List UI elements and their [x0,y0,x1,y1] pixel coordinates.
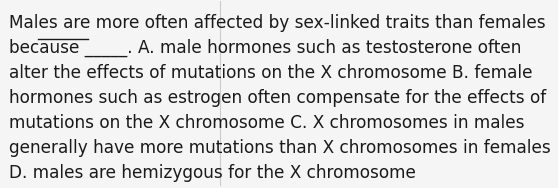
Text: hormones such as estrogen often compensate for the effects of: hormones such as estrogen often compensa… [9,89,546,107]
Text: generally have more mutations than X chromosomes in females: generally have more mutations than X chr… [9,139,551,157]
Text: alter the effects of mutations on the X chromosome B. female: alter the effects of mutations on the X … [9,64,533,82]
Text: Males are more often affected by sex-linked traits than females: Males are more often affected by sex-lin… [9,14,546,32]
Text: because _____. A. male hormones such as testosterone often: because _____. A. male hormones such as … [9,39,522,58]
Text: D. males are hemizygous for the X chromosome: D. males are hemizygous for the X chromo… [9,164,416,182]
Text: mutations on the X chromosome C. X chromosomes in males: mutations on the X chromosome C. X chrom… [9,114,525,132]
